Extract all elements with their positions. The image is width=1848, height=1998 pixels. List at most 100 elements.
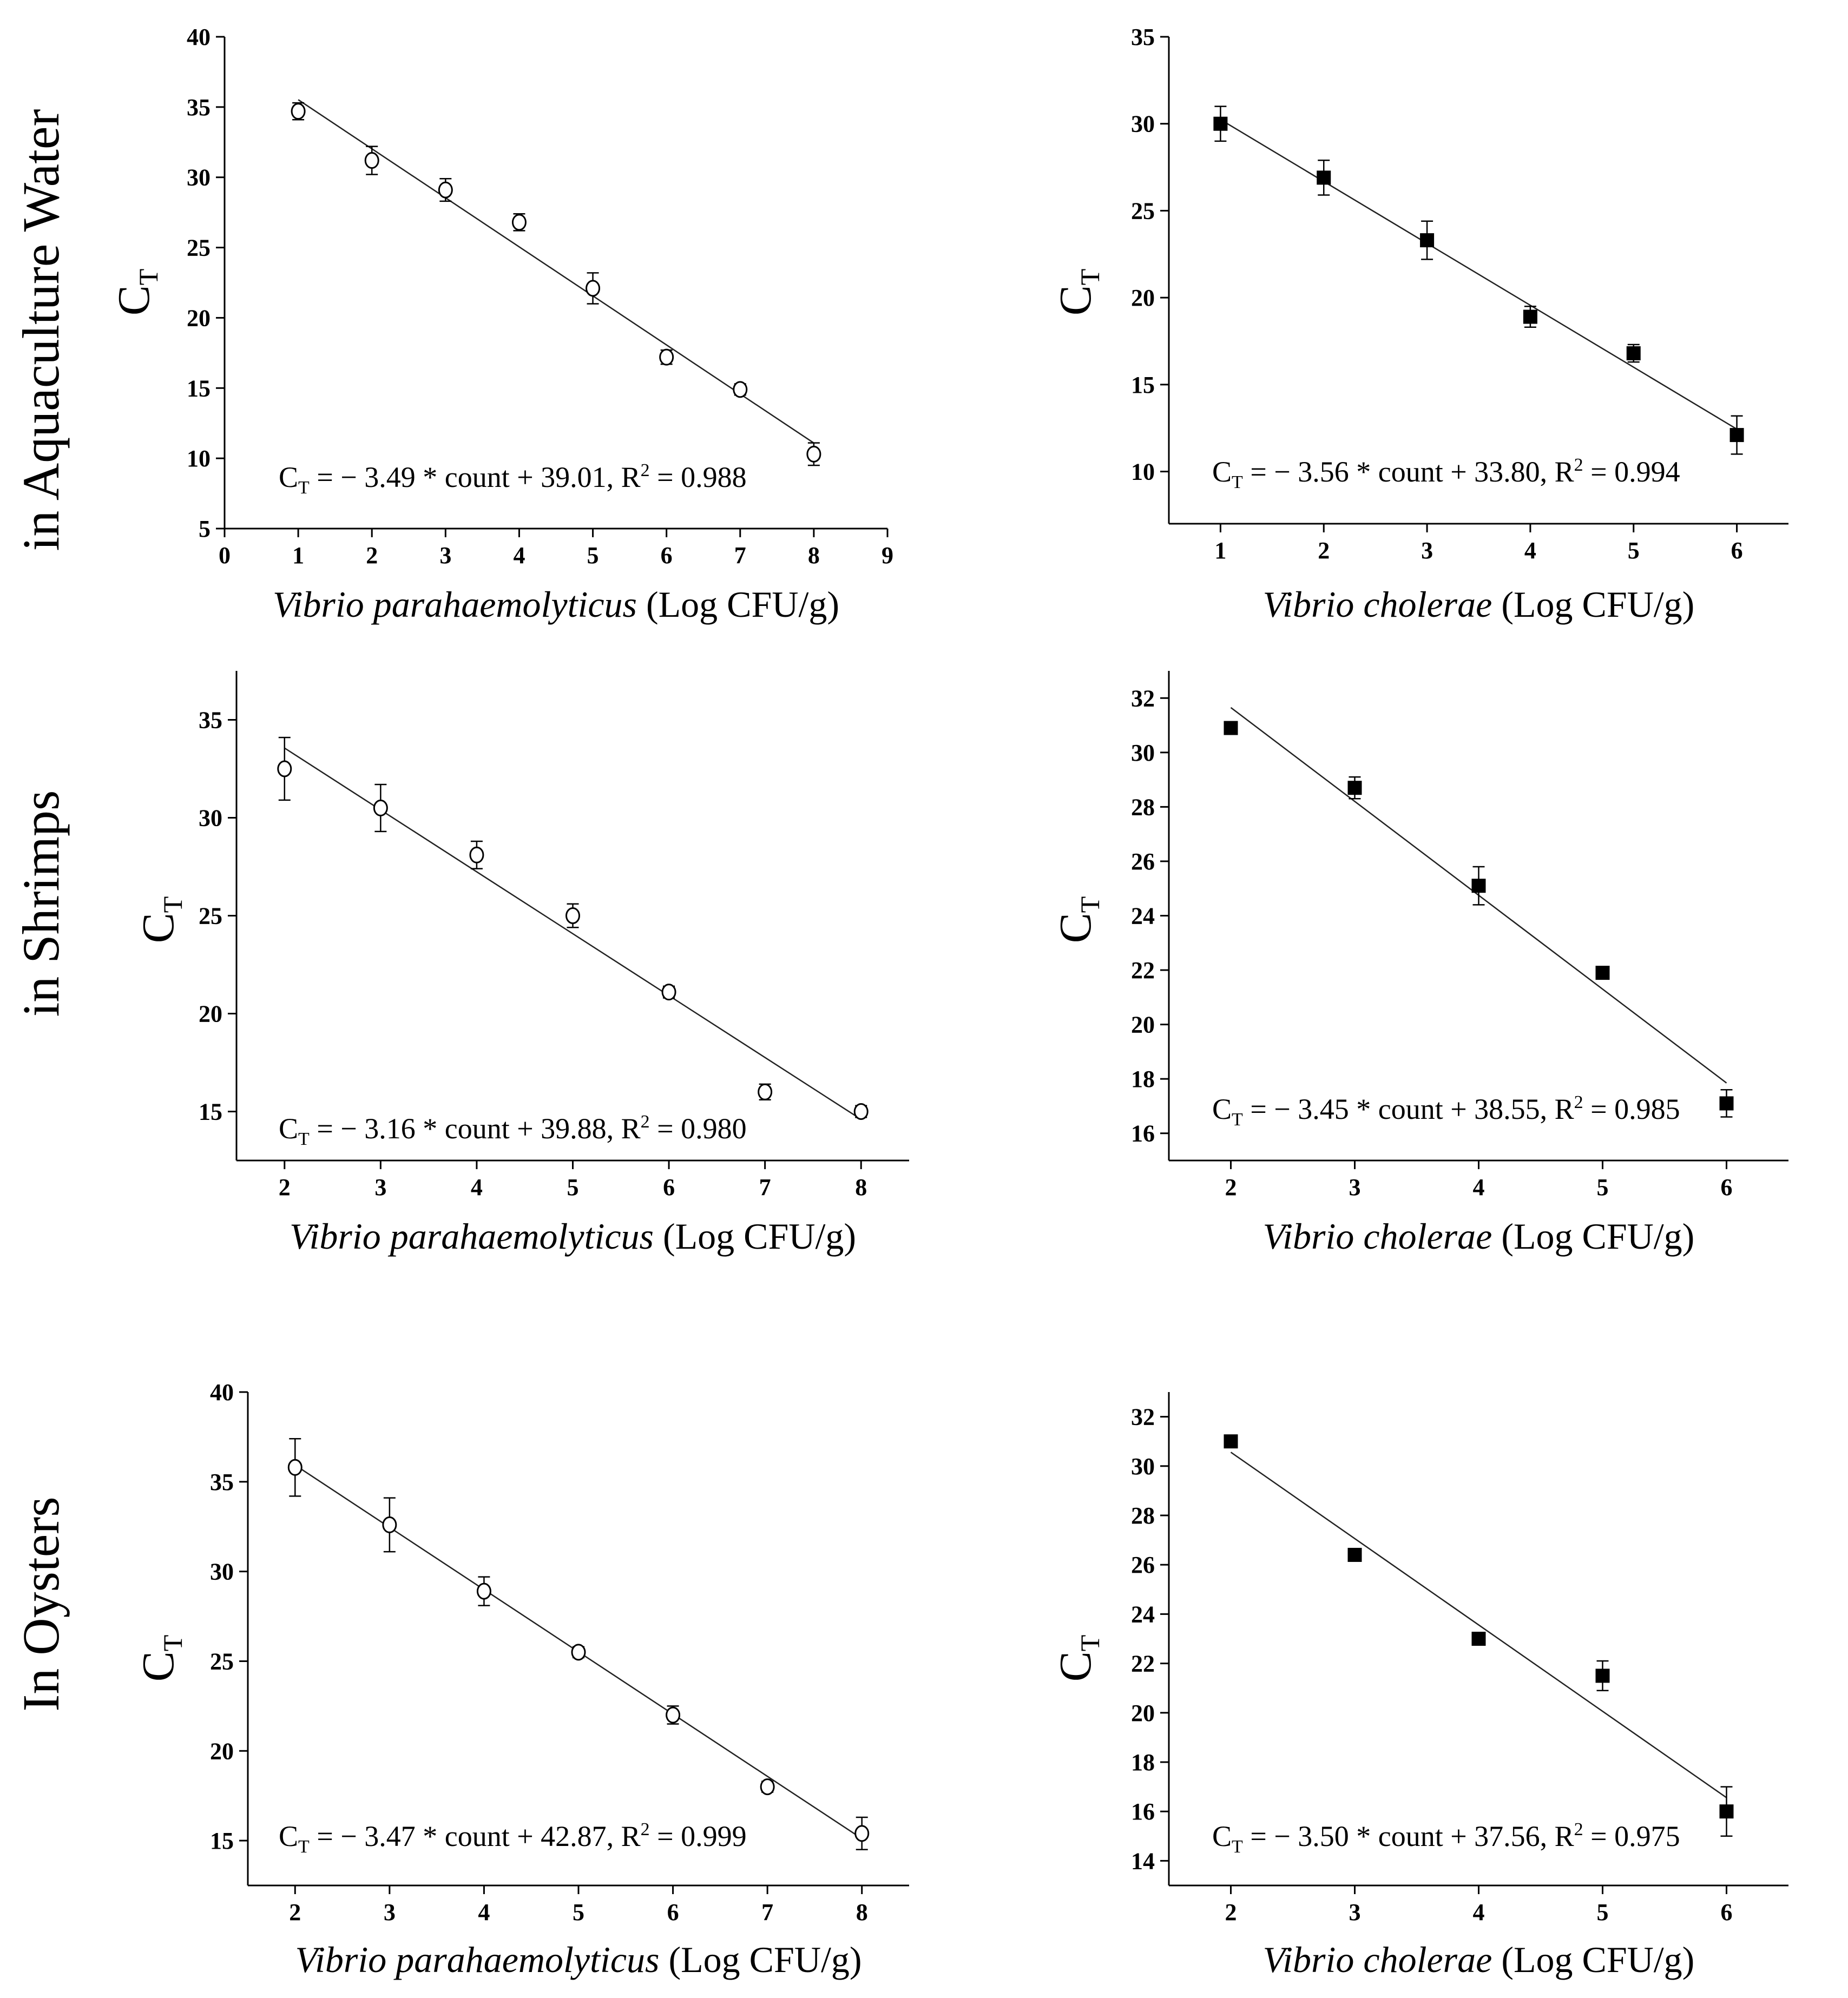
data-point	[806, 445, 821, 463]
y-tick-label: 25	[199, 903, 222, 929]
data-point	[382, 1516, 397, 1533]
row-label: in Shrimps	[12, 790, 70, 1017]
y-axis-label-main: C	[109, 285, 159, 315]
regression-equation: CT = − 3.56 * count + 33.80, R2 = 0.994	[1212, 455, 1680, 492]
data-point	[469, 846, 484, 863]
row-label: In Oysters	[12, 1496, 70, 1711]
x-tick-label: 6	[1721, 1174, 1733, 1201]
regression-equation: CT = − 3.49 * count + 39.01, R2 = 0.988	[279, 460, 747, 498]
eq-lhs: C	[279, 1820, 298, 1852]
y-tick-label: 10	[1131, 459, 1155, 485]
x-tick-label: 6	[1731, 537, 1743, 564]
data-point	[438, 181, 453, 199]
eq-lhs: C	[279, 1112, 298, 1145]
y-tick-label: 20	[187, 305, 211, 331]
eq-tail: = 0.980	[650, 1112, 747, 1145]
y-tick-label: 20	[1131, 1012, 1155, 1038]
data-point	[511, 214, 527, 231]
y-tick-label: 20	[210, 1738, 234, 1764]
data-point	[1471, 1632, 1486, 1646]
x-tick-label: 5	[567, 1174, 579, 1201]
x-tick-label: 2	[366, 542, 378, 569]
x-tick-label: 2	[289, 1899, 301, 1926]
x-tick-label: 5	[1628, 537, 1640, 564]
y-axis-label-main: C	[1050, 913, 1101, 943]
data-point	[1224, 1434, 1238, 1449]
data-point	[1347, 781, 1362, 795]
data-point	[476, 1582, 491, 1600]
data-point	[1719, 1096, 1734, 1111]
x-axis-label-unit: (Log CFU/g)	[660, 1939, 862, 1980]
y-axis-label: CT	[133, 1635, 188, 1682]
data-point	[1317, 170, 1331, 185]
eq-sup: 2	[641, 1112, 650, 1132]
y-tick-label: 15	[199, 1099, 222, 1125]
eq-lhs: C	[1212, 456, 1232, 488]
y-axis-label-main: C	[1050, 285, 1101, 315]
regression-equation: CT = − 3.50 * count + 37.56, R2 = 0.975	[1212, 1819, 1680, 1857]
regression-equation: CT = − 3.16 * count + 39.88, R2 = 0.980	[279, 1112, 747, 1149]
y-tick-label: 18	[1131, 1749, 1155, 1776]
x-axis-label: Vibrio parahaemolyticus (Log CFU/g)	[290, 1216, 856, 1257]
data-point	[373, 799, 388, 816]
y-axis-label-main: C	[1050, 1651, 1101, 1682]
y-axis-label-sub: T	[157, 896, 188, 913]
x-tick-label: 4	[471, 1174, 483, 1201]
y-tick-label: 26	[1131, 1552, 1155, 1578]
x-tick-label: 3	[1349, 1899, 1361, 1926]
y-tick-label: 35	[210, 1469, 234, 1495]
y-axis-label: CT	[133, 896, 188, 944]
x-tick-label: 6	[663, 1174, 675, 1201]
y-tick-label: 35	[1131, 24, 1155, 50]
regression-line	[284, 747, 861, 1120]
x-axis-label-species: Vibrio cholerae	[1263, 1216, 1492, 1257]
x-tick-label: 3	[439, 542, 451, 569]
y-tick-label: 28	[1131, 794, 1155, 820]
x-tick-label: 5	[587, 542, 599, 569]
data-point	[586, 280, 601, 297]
y-tick-label: 30	[1131, 111, 1155, 137]
eq-body: = − 3.56 * count + 33.80, R	[1243, 456, 1574, 488]
x-tick-label: 4	[1473, 1899, 1485, 1926]
x-tick-label: 8	[808, 542, 820, 569]
eq-lhs-sub: T	[298, 1837, 310, 1857]
eq-sup: 2	[1574, 1092, 1583, 1112]
x-axis-label-unit: (Log CFU/g)	[1492, 1216, 1694, 1257]
eq-lhs: C	[1212, 1093, 1232, 1125]
y-axis-label: CT	[1050, 269, 1105, 316]
data-point	[659, 348, 674, 366]
y-tick-label: 32	[1131, 1404, 1155, 1430]
x-tick-label: 5	[1597, 1174, 1609, 1201]
y-tick-label: 28	[1131, 1502, 1155, 1529]
x-tick-label: 8	[855, 1174, 867, 1201]
x-tick-label: 1	[1214, 537, 1226, 564]
regression-equation: CT = − 3.47 * count + 42.87, R2 = 0.999	[279, 1819, 747, 1857]
eq-sup: 2	[1574, 455, 1583, 475]
eq-sup: 2	[1574, 1819, 1583, 1839]
x-tick-label: 5	[1597, 1899, 1609, 1926]
data-point	[1213, 116, 1228, 131]
x-tick-label: 2	[1225, 1174, 1237, 1201]
x-tick-label: 3	[1349, 1174, 1361, 1201]
x-axis-label: Vibrio cholerae (Log CFU/g)	[1263, 1216, 1695, 1257]
eq-lhs-sub: T	[1232, 1837, 1243, 1857]
data-point	[1224, 721, 1238, 735]
eq-lhs: C	[1212, 1820, 1232, 1852]
x-axis-label: Vibrio cholerae (Log CFU/g)	[1263, 584, 1695, 625]
eq-tail: = 0.988	[650, 461, 747, 493]
x-axis-label: Vibrio cholerae (Log CFU/g)	[1263, 1939, 1695, 1980]
y-tick-label: 16	[1131, 1798, 1155, 1825]
eq-tail: = 0.975	[1583, 1820, 1680, 1852]
x-axis-label-species: Vibrio cholerae	[1263, 584, 1492, 625]
y-tick-label: 16	[1131, 1120, 1155, 1147]
y-tick-label: 35	[187, 94, 211, 121]
x-tick-label: 4	[1473, 1174, 1485, 1201]
y-tick-label: 20	[1131, 1700, 1155, 1726]
y-axis-label: CT	[1050, 1635, 1105, 1682]
data-point	[1626, 346, 1641, 360]
y-tick-label: 20	[199, 1001, 222, 1027]
y-tick-label: 25	[1131, 197, 1155, 224]
regression-line	[298, 99, 814, 444]
y-tick-label: 30	[210, 1559, 234, 1585]
